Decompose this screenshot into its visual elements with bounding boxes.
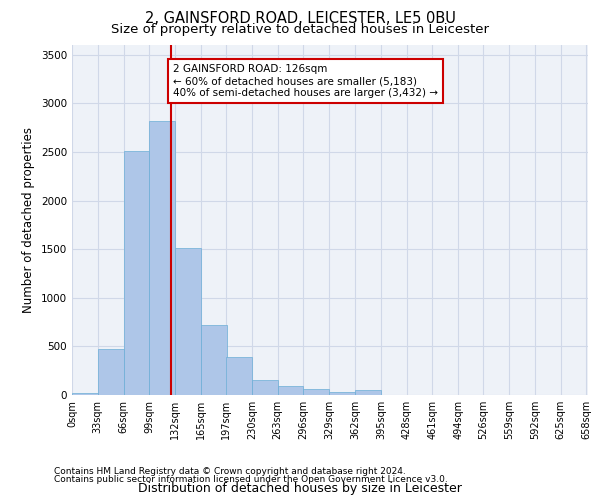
Bar — [149, 121, 175, 395]
Bar — [252, 380, 278, 395]
Text: Distribution of detached houses by size in Leicester: Distribution of detached houses by size … — [138, 482, 462, 495]
Text: Size of property relative to detached houses in Leicester: Size of property relative to detached ho… — [111, 22, 489, 36]
Bar — [98, 350, 124, 395]
Bar — [72, 393, 98, 395]
Bar — [201, 325, 227, 395]
Text: 2 GAINSFORD ROAD: 126sqm
← 60% of detached houses are smaller (5,183)
40% of sem: 2 GAINSFORD ROAD: 126sqm ← 60% of detach… — [173, 64, 438, 98]
Bar — [304, 389, 329, 395]
Text: Contains public sector information licensed under the Open Government Licence v3: Contains public sector information licen… — [54, 475, 448, 484]
Bar — [278, 386, 304, 395]
Bar — [226, 357, 252, 395]
Bar — [329, 392, 355, 395]
Bar — [175, 248, 201, 395]
Bar — [355, 390, 381, 395]
Y-axis label: Number of detached properties: Number of detached properties — [22, 127, 35, 313]
Text: Contains HM Land Registry data © Crown copyright and database right 2024.: Contains HM Land Registry data © Crown c… — [54, 467, 406, 476]
Bar — [124, 151, 149, 395]
Text: 2, GAINSFORD ROAD, LEICESTER, LE5 0BU: 2, GAINSFORD ROAD, LEICESTER, LE5 0BU — [145, 11, 455, 26]
